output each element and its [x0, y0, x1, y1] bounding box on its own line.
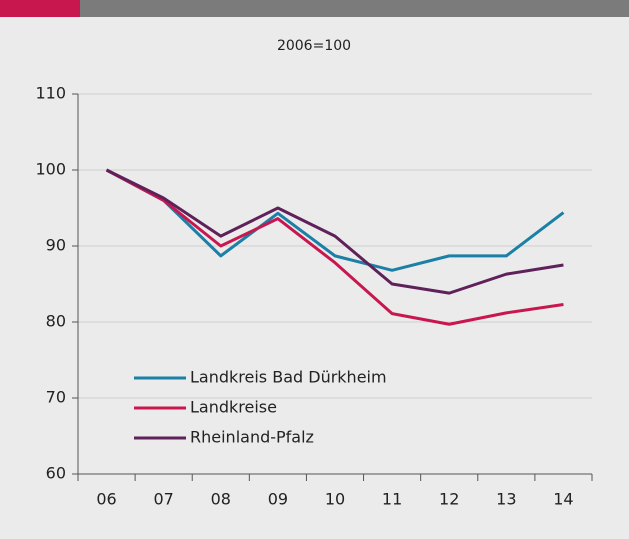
legend-label: Landkreis Bad Dürkheim — [190, 368, 387, 387]
legend-label: Landkreise — [190, 398, 277, 417]
y-tick-label: 110 — [35, 84, 66, 103]
y-tick-label: 60 — [46, 464, 66, 483]
y-tick-label: 90 — [46, 236, 66, 255]
y-tick-label: 80 — [46, 312, 66, 331]
chart-subtitle: 2006=100 — [277, 38, 351, 54]
y-tick-label: 70 — [46, 388, 66, 407]
header-accent — [0, 0, 80, 17]
legend-label: Rheinland-Pfalz — [190, 428, 314, 447]
x-tick-label: 06 — [96, 490, 116, 509]
x-tick-label: 14 — [553, 490, 573, 509]
x-tick-label: 10 — [325, 490, 345, 509]
x-tick-label: 08 — [211, 490, 231, 509]
series-line — [105, 168, 565, 272]
x-tick-label: 09 — [268, 490, 288, 509]
series-line — [105, 168, 564, 295]
x-tick-label: 11 — [382, 490, 402, 509]
x-tick-label: 07 — [153, 490, 173, 509]
x-tick-label: 12 — [439, 490, 459, 509]
y-tick-label: 100 — [35, 160, 66, 179]
series-line — [105, 168, 564, 326]
header-bar — [0, 0, 629, 17]
x-tick-label: 13 — [496, 490, 516, 509]
